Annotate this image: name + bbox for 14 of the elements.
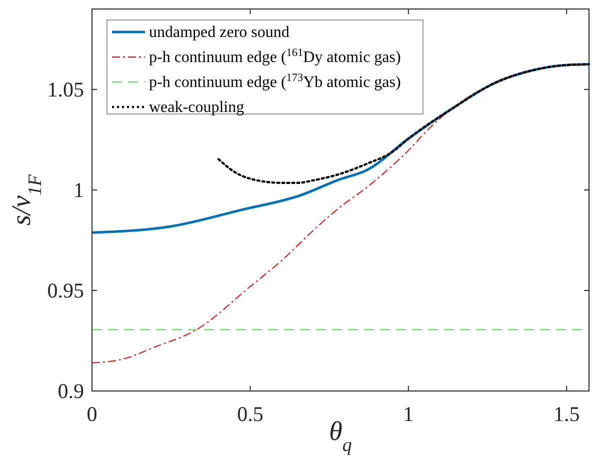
legend-label: p-h continuum edge ($^{161}$Dy atomic gas): [149, 47, 401, 66]
x-tick-label: 1.5: [553, 402, 580, 426]
x-axis-title: θ$_{q}$: [329, 416, 352, 456]
y-tick-label: 0.9: [58, 379, 84, 403]
line-series: [92, 64, 590, 364]
y-tick-label: 1.05: [47, 77, 84, 102]
y-tick-label: 0.95: [47, 278, 84, 302]
legend-label: weak-coupling: [149, 99, 244, 116]
y-tick-label: 1: [74, 178, 84, 202]
x-tick-label: 1: [403, 402, 414, 426]
legend-label: p-h continuum edge ($^{173}$Yb atomic gas): [149, 72, 401, 91]
x-tick-label: 0.5: [237, 402, 264, 426]
x-tick-label: 0: [86, 402, 98, 426]
legend-label: undamped zero sound: [149, 24, 290, 41]
